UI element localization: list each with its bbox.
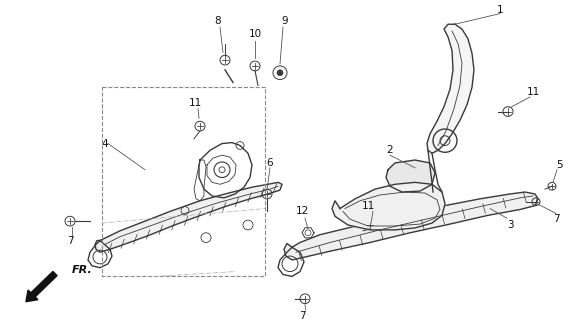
Polygon shape [95,182,282,252]
Polygon shape [427,24,474,153]
Text: 11: 11 [361,201,375,211]
Text: 9: 9 [282,16,288,26]
Text: 11: 11 [189,98,201,108]
Text: 3: 3 [507,220,513,230]
Text: 7: 7 [67,236,73,245]
FancyArrow shape [26,271,57,302]
Text: FR.: FR. [72,265,93,275]
Text: 7: 7 [299,311,306,320]
Text: 12: 12 [296,206,308,216]
Text: 1: 1 [496,5,503,15]
Text: 6: 6 [267,158,274,168]
Text: 10: 10 [249,29,261,39]
Text: 2: 2 [386,145,393,155]
Polygon shape [284,192,538,260]
Polygon shape [386,160,435,192]
Text: 8: 8 [215,16,221,26]
Circle shape [277,70,283,76]
Text: 5: 5 [557,160,563,170]
Text: 11: 11 [526,87,540,97]
Polygon shape [332,182,445,230]
Text: 7: 7 [553,214,559,224]
Text: 4: 4 [102,139,108,148]
